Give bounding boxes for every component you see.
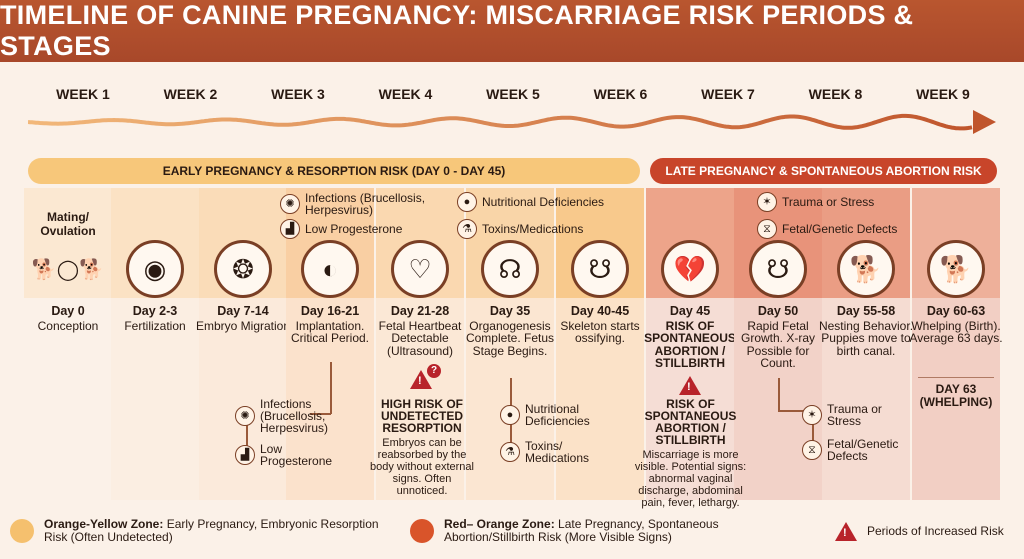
page-title: TIMELINE OF CANINE PREGNANCY: MISCARRIAG… [0, 0, 1024, 62]
week-label: WEEK 5 [486, 86, 540, 102]
week-label: WEEK 3 [271, 86, 325, 102]
whelping-note: DAY 63 (WHELPING) [919, 382, 993, 409]
warning-icon: ! [835, 522, 857, 541]
hormone-chart-icon: ▟ [235, 445, 255, 465]
risk-toxins: ⚗ Toxins/Medications [457, 219, 583, 239]
trauma-icon: ✶ [757, 192, 777, 212]
timeline-wave [28, 110, 996, 134]
dogs-egg-icon: 🐕◯🐕 [31, 258, 105, 281]
dog-puppies-icon: 🐕 [927, 240, 985, 298]
egg-cell-icon: ◉ [126, 240, 184, 298]
lower-risk-nutrition: ● Nutritional Deficiencies [500, 403, 600, 427]
legend-risk: ! Periods of Increased Risk [835, 522, 1004, 541]
week-label: WEEK 7 [701, 86, 755, 102]
flask-icon: ⚗ [457, 219, 477, 239]
stage-6: Day 40-45 Skeleton starts ossifying. [560, 304, 640, 345]
stage-9: Day 55-58 Nesting Behavior. Puppies move … [818, 304, 914, 358]
apple-icon: ● [457, 192, 477, 212]
hormone-chart-icon: ▟ [280, 219, 300, 239]
late-phase-bar: LATE PREGNANCY & SPONTANEOUS ABORTION RI… [650, 158, 997, 184]
broken-heart-icon: 💔 [661, 240, 719, 298]
week-label: WEEK 9 [916, 86, 970, 102]
week-label: WEEK 2 [163, 86, 218, 102]
question-icon: ? [427, 364, 441, 378]
stage-3: Day 16-21 Implantation. Critical Period. [290, 304, 370, 345]
stage-column [111, 188, 199, 500]
stage-0: Day 0 Conception [37, 304, 99, 333]
mating-label: Mating/ Ovulation [40, 210, 96, 238]
lower-risk-infections: ✺ Infections (Brucellosis, Herpesvirus) [235, 398, 328, 434]
warning-icon: ! [410, 370, 432, 389]
implantation-icon: ◐ [301, 240, 359, 298]
food-icon: ● [500, 405, 520, 425]
stage-7: Day 45 RISK OF SPONTANEOUS ABORTION / STI… [644, 304, 736, 370]
trauma-icon: ✶ [802, 405, 822, 425]
stage-2: Day 7-14 Embryo Migration [195, 304, 291, 333]
fetus-icon: ☋ [571, 240, 629, 298]
stage-column [24, 188, 112, 500]
week-label: WEEK 1 [56, 86, 110, 102]
legend-late: Red– Orange Zone: Late Pregnancy, Sponta… [410, 518, 790, 544]
stage-5: Day 35 Organogenesis Complete. Fetus Stag… [465, 304, 555, 358]
early-phase-bar: EARLY PREGNANCY & RESORPTION RISK (DAY 0… [28, 158, 640, 184]
risk-trauma: ✶ Trauma or Stress [757, 192, 874, 212]
dna-icon: ⧖ [757, 219, 777, 239]
week-label: WEEK 4 [378, 86, 433, 102]
stage-4: Day 21-28 Fetal Heartbeat Detectable (Ult… [378, 304, 462, 358]
stage-1: Day 2-3 Fertilization [124, 304, 186, 333]
legend-early: Orange-Yellow Zone: Early Pregnancy, Emb… [10, 518, 390, 544]
risk-genetic: ⧖ Fetal/Genetic Defects [757, 219, 897, 239]
abortion-alert: RISK OF SPONTANEOUS ABORTION / STILLBIRT… [634, 397, 747, 509]
risk-infections: ✺ Infections (Brucellosis, Herpesvirus) [280, 192, 440, 216]
fetus-icon: ☋ [749, 240, 807, 298]
virus-icon: ✺ [235, 406, 255, 426]
stage-8: Day 50 Rapid Fetal Growth. X-ray Possible… [740, 304, 815, 370]
lower-risk-progesterone: ▟ Low Progesterone [235, 443, 335, 467]
week-label: WEEK 8 [808, 86, 863, 102]
lower-risk-trauma: ✶ Trauma or Stress [802, 403, 902, 427]
stage-10: Day 60-63 Whelping (Birth). Average 63 da… [909, 304, 1003, 345]
resting-dog-icon: 🐕 [837, 240, 895, 298]
week-label: WEEK 6 [593, 86, 648, 102]
warning-icon: ! [679, 376, 701, 395]
lower-risk-toxins: ⚗ Toxins/ Medications [500, 440, 600, 464]
heartbeat-icon: ♡ [391, 240, 449, 298]
risk-nutrition: ● Nutritional Deficiencies [457, 192, 604, 212]
resorption-alert: HIGH RISK OF UNDETECTED RESORPTION Embryo… [370, 397, 474, 497]
risk-progesterone: ▟ Low Progesterone [280, 219, 402, 239]
embryo-cells-icon: ❂ [214, 240, 272, 298]
embryo-icon: ☊ [481, 240, 539, 298]
lower-risk-genetic: ⧖ Fetal/Genetic Defects [802, 438, 902, 462]
virus-icon: ✺ [280, 194, 300, 214]
dna-icon: ⧖ [802, 440, 822, 460]
flask-icon: ⚗ [500, 442, 520, 462]
